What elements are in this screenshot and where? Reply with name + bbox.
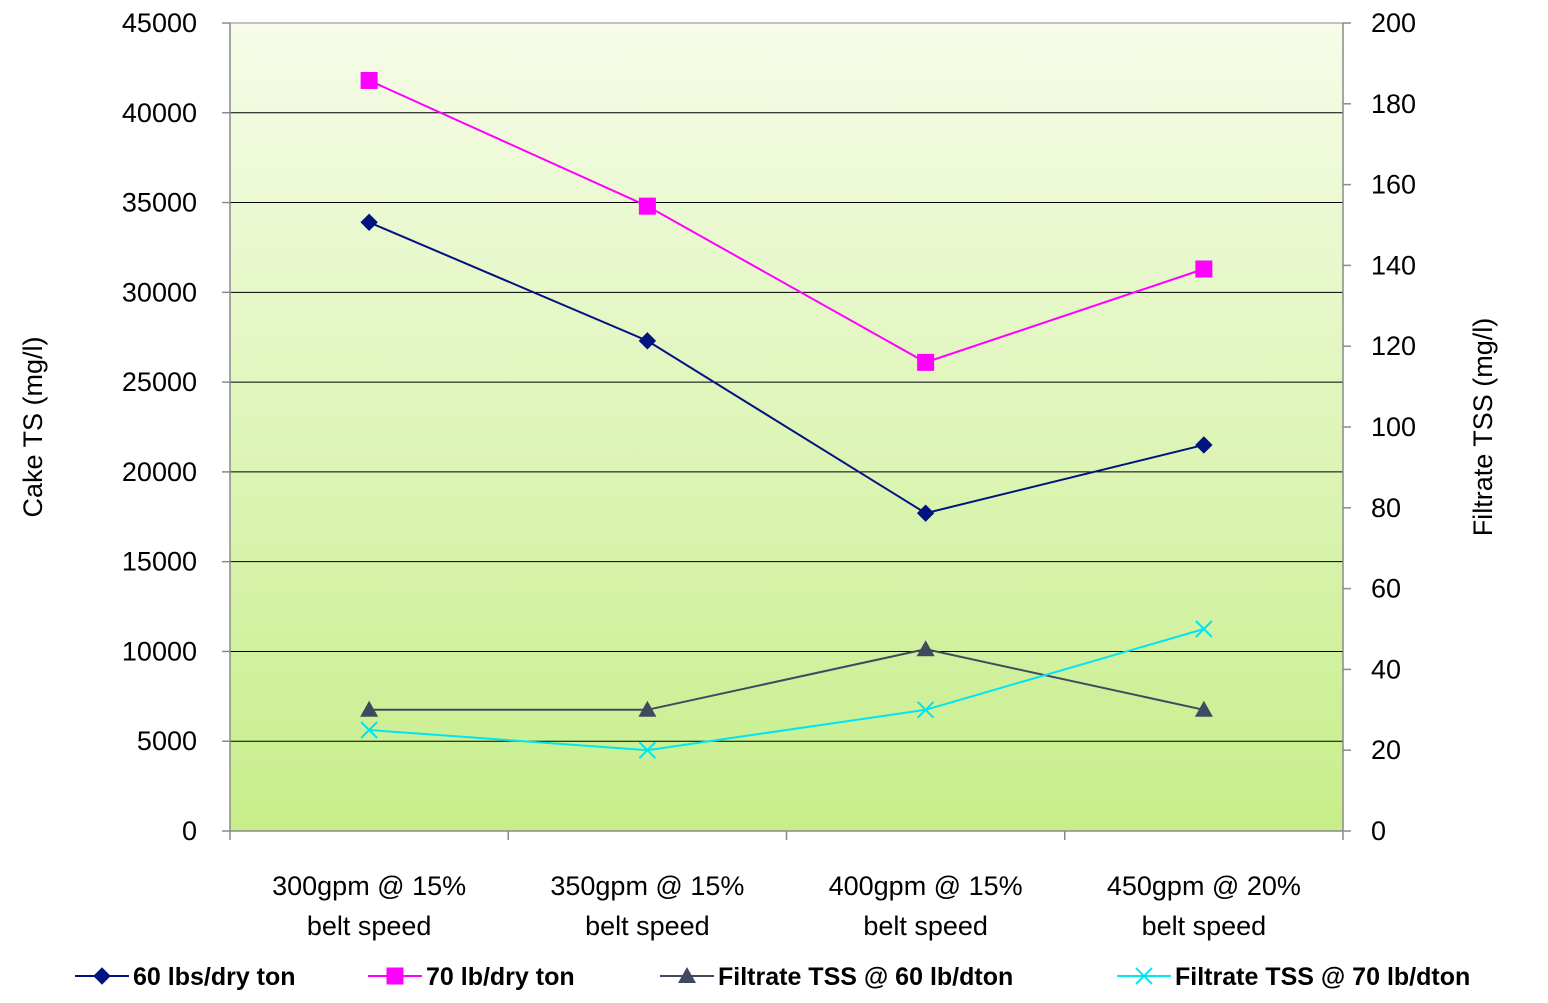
y-tick-label: 45000 <box>122 8 197 38</box>
series-line <box>368 221 1205 515</box>
y-tick-label: 10000 <box>122 636 197 666</box>
data-point <box>1194 700 1213 717</box>
legend-item: 60 lbs/dry ton <box>75 963 296 991</box>
y2-tick-label: 140 <box>1371 250 1416 280</box>
y-tick-label: 30000 <box>122 277 197 307</box>
series-line <box>369 648 1205 711</box>
series-line <box>369 628 1205 752</box>
legend-label: 60 lbs/dry ton <box>133 963 296 991</box>
data-point <box>638 700 657 717</box>
legend-item: Filtrate TSS @ 60 lb/dton <box>660 963 1013 991</box>
x-tick-label: 300gpm @ 15% belt speed <box>272 871 466 941</box>
series-2 <box>360 71 1213 371</box>
y-tick-label: 35000 <box>122 188 197 218</box>
left-axis-ticks: 0 5000 10000 15000 20000 25000 30000 35000 40000… <box>122 8 230 846</box>
y2-tick-label: 20 <box>1371 735 1401 765</box>
data-point <box>638 741 657 759</box>
data-point <box>638 197 656 215</box>
left-axis-title: Cake TS (mg/l) <box>18 336 48 517</box>
category-axis-labels: 300gpm @ 15% belt speed 350gpm @ 15% belt s… <box>272 871 1301 941</box>
y-tick-label: 0 <box>182 816 197 846</box>
y2-tick-label: 160 <box>1371 170 1416 200</box>
x-tick-label: 400gpm @ 15% belt speed <box>829 871 1023 941</box>
data-point <box>916 640 935 657</box>
y2-tick-label: 200 <box>1371 8 1416 38</box>
y2-tick-label: 80 <box>1371 493 1401 523</box>
y2-tick-label: 60 <box>1371 574 1401 604</box>
y2-tick-label: 180 <box>1371 89 1416 119</box>
y2-tick-label: 40 <box>1371 654 1401 684</box>
legend-item: Filtrate TSS @ 70 lb/dton <box>1117 963 1470 991</box>
series-3 <box>360 640 1213 717</box>
legend-swatch-marker <box>678 967 696 983</box>
data-point <box>1195 260 1213 278</box>
data-point <box>360 721 378 739</box>
y2-tick-label: 100 <box>1371 412 1416 442</box>
data-point <box>1195 436 1213 454</box>
y-tick-label: 15000 <box>122 547 197 577</box>
legend-swatch-marker <box>386 967 404 985</box>
x-tick-label: 450gpm @ 20% belt speed <box>1107 871 1301 941</box>
y2-tick-label: 120 <box>1371 331 1416 361</box>
data-point <box>638 332 657 350</box>
data-point <box>360 213 378 232</box>
y2-tick-label: 0 <box>1371 816 1386 846</box>
legend-swatch-marker <box>93 967 111 985</box>
data-point <box>360 700 379 717</box>
data-point <box>917 353 935 371</box>
y-tick-label: 5000 <box>137 726 197 756</box>
gridlines <box>230 112 1343 742</box>
x-tick-label: 350gpm @ 15% belt speed <box>550 871 744 941</box>
legend-swatch-marker <box>1135 967 1153 985</box>
legend: 60 lbs/dry ton 70 lb/dry ton Filtrate TSS … <box>75 963 1470 991</box>
legend-label: Filtrate TSS @ 60 lb/dton <box>718 963 1013 991</box>
series-lines <box>360 71 1213 759</box>
data-point <box>360 71 378 89</box>
legend-label: 70 lb/dry ton <box>426 963 575 991</box>
series-4 <box>360 620 1213 759</box>
y-tick-label: 25000 <box>122 367 197 397</box>
data-point <box>916 701 935 719</box>
y-tick-label: 20000 <box>122 457 197 487</box>
legend-item: 70 lb/dry ton <box>368 963 575 991</box>
right-axis-title: Filtrate TSS (mg/l) <box>1468 318 1498 537</box>
legend-label: Filtrate TSS @ 70 lb/dton <box>1175 963 1470 991</box>
right-axis-ticks: 0 20 40 60 80 100 120 140 160 180 200 <box>1343 8 1416 846</box>
series-line <box>368 79 1205 364</box>
data-point <box>916 504 935 522</box>
series-1 <box>360 213 1213 522</box>
data-point <box>1195 620 1213 638</box>
y-tick-label: 40000 <box>122 98 197 128</box>
